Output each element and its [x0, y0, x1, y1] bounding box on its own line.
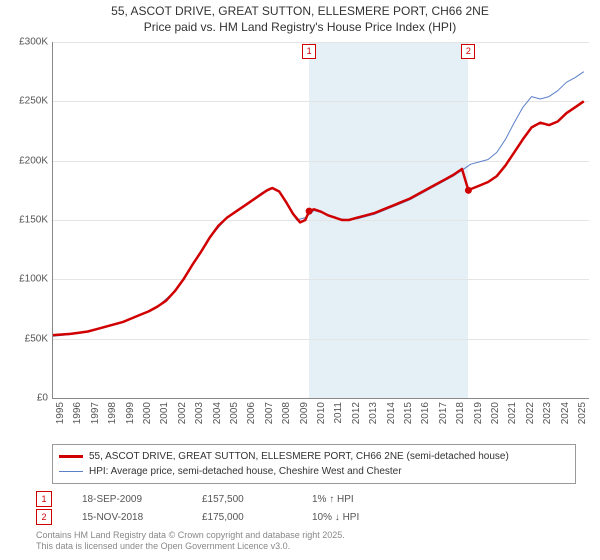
y-axis-tick-label: £100K: [2, 274, 48, 285]
sale-price: £175,000: [202, 512, 312, 523]
sale-vs-hpi: 1% ↑ HPI: [312, 494, 392, 505]
sale-marker-table: 1 18-SEP-2009 £157,500 1% ↑ HPI 2 15-NOV…: [36, 490, 392, 526]
y-axis-tick-label: £200K: [2, 155, 48, 166]
sale-point-dot: [306, 208, 313, 215]
footer-attribution: Contains HM Land Registry data © Crown c…: [36, 530, 345, 553]
table-row: 2 15-NOV-2018 £175,000 10% ↓ HPI: [36, 508, 392, 526]
y-axis-tick-label: £50K: [2, 333, 48, 344]
legend: 55, ASCOT DRIVE, GREAT SUTTON, ELLESMERE…: [52, 444, 576, 484]
series-property: [53, 101, 584, 335]
sale-date: 18-SEP-2009: [82, 494, 202, 505]
series-hpi: [53, 72, 584, 337]
legend-swatch: [59, 471, 83, 472]
chart-title: 55, ASCOT DRIVE, GREAT SUTTON, ELLESMERE…: [0, 0, 600, 37]
sale-date: 15-NOV-2018: [82, 512, 202, 523]
chart-area: £0£50K£100K£150K£200K£250K£300K 12 19951…: [0, 38, 600, 438]
footer-line: Contains HM Land Registry data © Crown c…: [36, 530, 345, 541]
y-axis-tick-label: £250K: [2, 96, 48, 107]
sale-marker-on-chart: 2: [461, 44, 475, 59]
legend-label: 55, ASCOT DRIVE, GREAT SUTTON, ELLESMERE…: [89, 449, 509, 464]
y-axis-tick-label: £150K: [2, 215, 48, 226]
title-line-2: Price paid vs. HM Land Registry's House …: [10, 20, 590, 36]
y-axis-tick-label: £300K: [2, 37, 48, 48]
sale-marker-on-chart: 1: [302, 44, 316, 59]
x-axis-tick-label: 2025: [577, 402, 600, 424]
plot-area: 12: [52, 42, 589, 399]
legend-label: HPI: Average price, semi-detached house,…: [89, 464, 402, 479]
y-axis-tick-label: £0: [2, 393, 48, 404]
sale-marker-badge: 2: [36, 509, 52, 525]
table-row: 1 18-SEP-2009 £157,500 1% ↑ HPI: [36, 490, 392, 508]
legend-swatch: [59, 455, 83, 458]
footer-line: This data is licensed under the Open Gov…: [36, 541, 345, 552]
sale-point-dot: [465, 187, 472, 194]
line-series: [53, 42, 589, 398]
title-line-1: 55, ASCOT DRIVE, GREAT SUTTON, ELLESMERE…: [10, 4, 590, 20]
legend-item-property: 55, ASCOT DRIVE, GREAT SUTTON, ELLESMERE…: [59, 449, 569, 464]
sale-price: £157,500: [202, 494, 312, 505]
sale-vs-hpi: 10% ↓ HPI: [312, 512, 392, 523]
sale-marker-badge: 1: [36, 491, 52, 507]
legend-item-hpi: HPI: Average price, semi-detached house,…: [59, 464, 569, 479]
